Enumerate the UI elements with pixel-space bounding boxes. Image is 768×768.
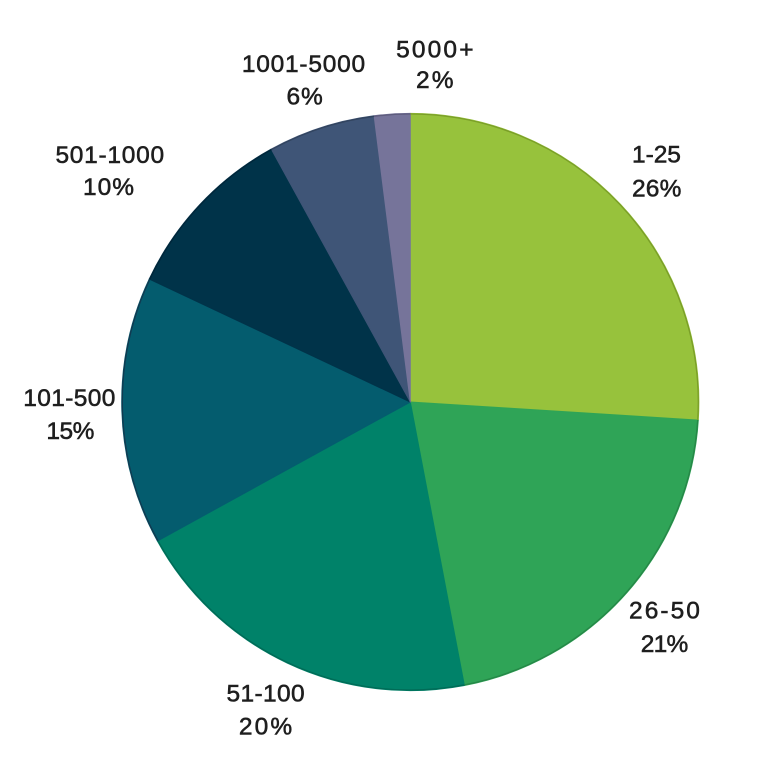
svg-text:1-25: 1-25 — [632, 141, 681, 168]
svg-text:1001-5000: 1001-5000 — [242, 51, 365, 78]
svg-text:501-1000: 501-1000 — [55, 142, 164, 169]
svg-text:15%: 15% — [46, 418, 94, 445]
svg-text:26%: 26% — [632, 176, 681, 203]
svg-text:10%: 10% — [83, 174, 134, 201]
svg-text:51-100: 51-100 — [227, 680, 305, 707]
svg-text:26-50: 26-50 — [629, 598, 700, 625]
svg-text:101-500: 101-500 — [23, 385, 115, 412]
svg-text:21%: 21% — [641, 631, 689, 658]
svg-text:5000+: 5000+ — [396, 37, 473, 64]
svg-text:20%: 20% — [239, 713, 292, 740]
svg-text:2%: 2% — [416, 67, 454, 94]
svg-text:6%: 6% — [286, 83, 322, 110]
